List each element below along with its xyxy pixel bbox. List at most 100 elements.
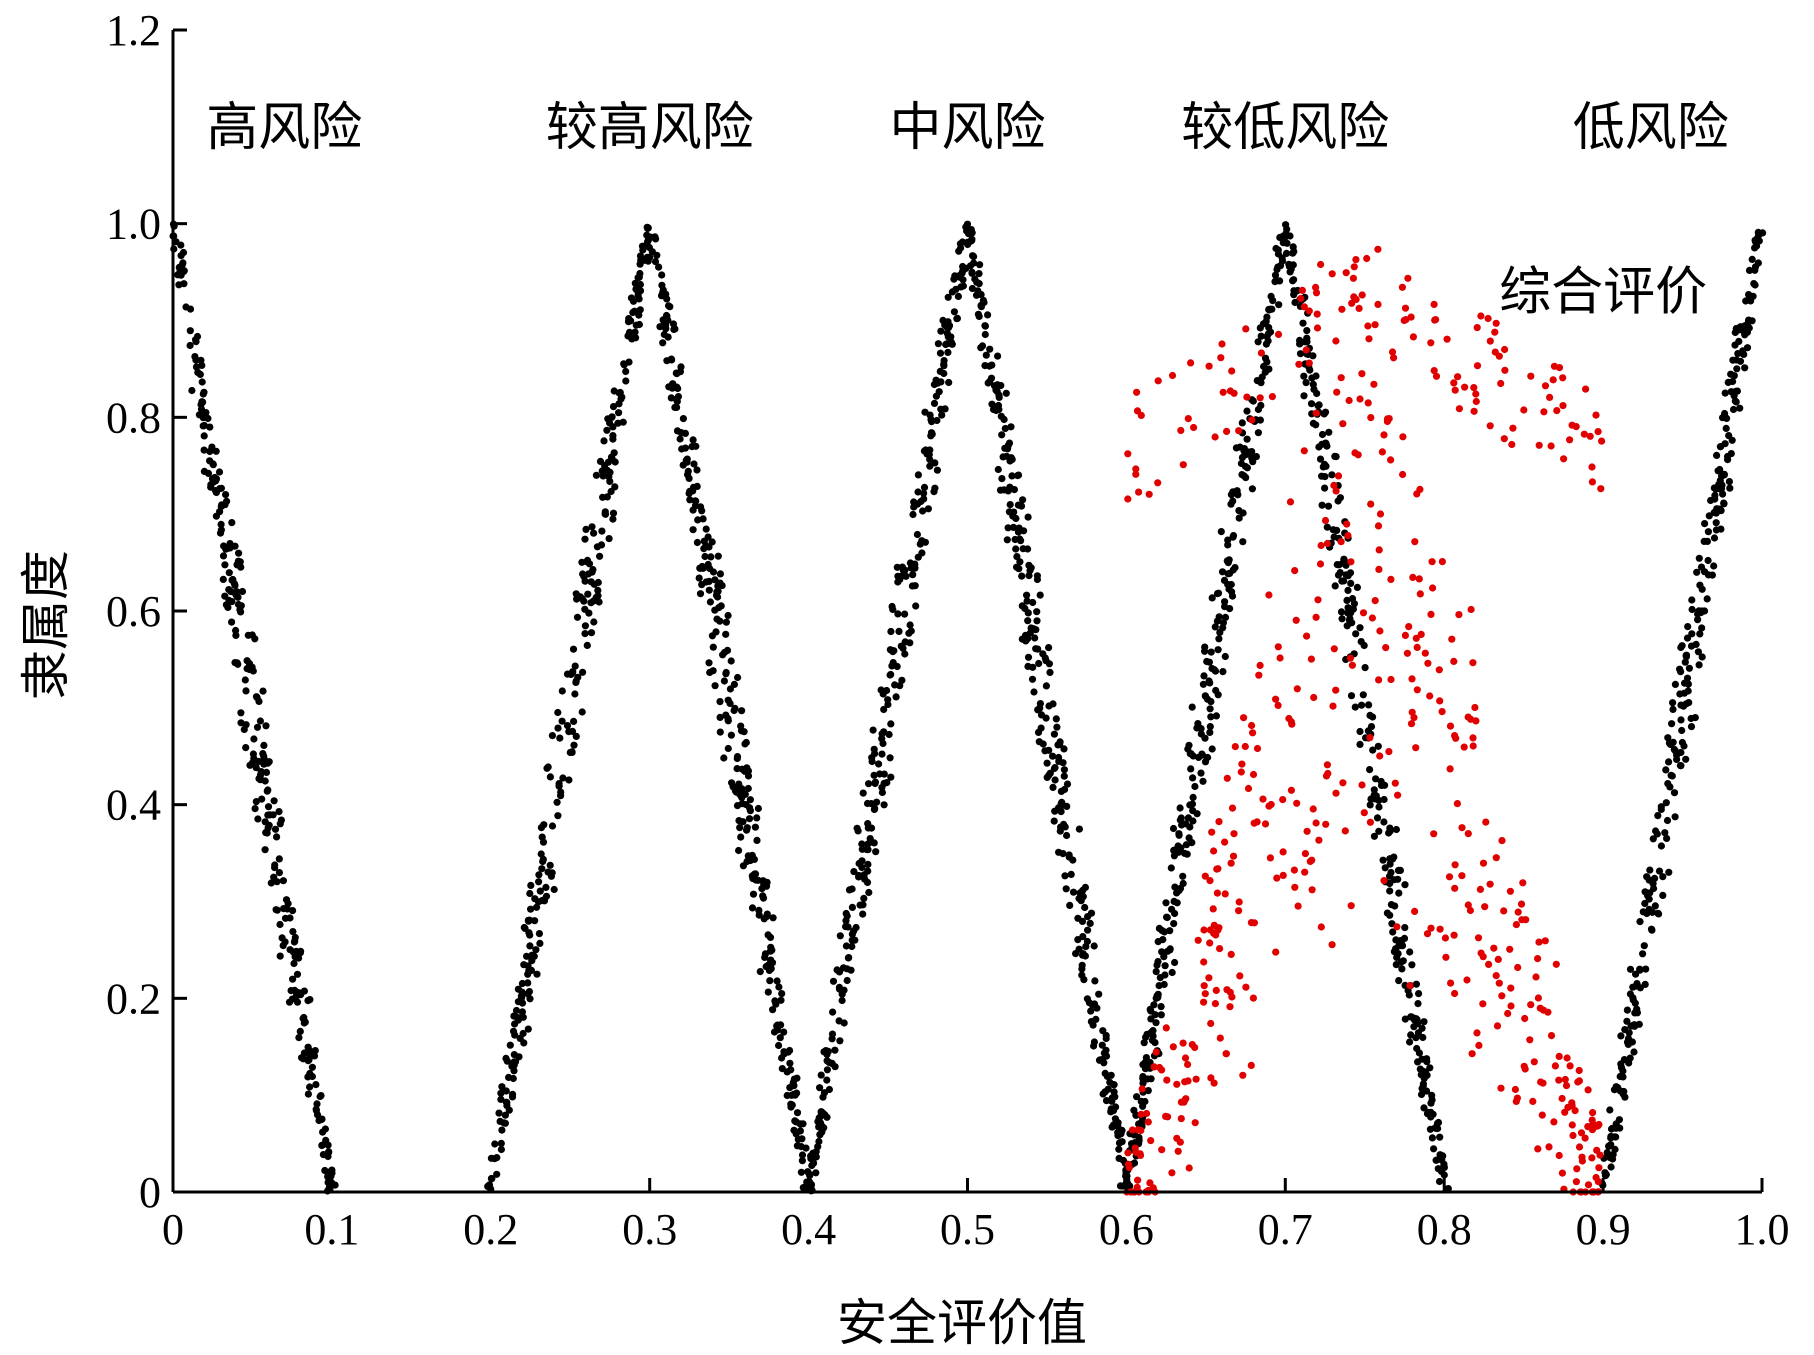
x-tick-label: 0.2 — [463, 1205, 518, 1254]
data-point — [554, 708, 562, 717]
data-point — [716, 570, 725, 578]
data-point — [1300, 447, 1308, 455]
data-point — [1479, 1000, 1487, 1008]
data-point — [1450, 379, 1458, 387]
data-point — [1481, 903, 1489, 911]
data-point — [1110, 1088, 1118, 1096]
data-point — [1676, 762, 1684, 770]
data-point — [1607, 1152, 1615, 1160]
data-point — [1731, 341, 1739, 349]
data-point — [1659, 891, 1667, 900]
data-point — [861, 875, 869, 883]
data-point — [194, 368, 202, 376]
data-point — [667, 394, 675, 402]
data-point — [1394, 791, 1402, 799]
data-point — [1197, 730, 1205, 738]
data-point — [246, 761, 254, 769]
data-point — [1010, 508, 1018, 516]
data-point — [565, 776, 573, 784]
data-point — [1343, 520, 1351, 528]
data-point — [1615, 1116, 1623, 1124]
data-point — [1382, 644, 1390, 652]
data-point — [610, 449, 618, 457]
data-point — [865, 780, 873, 788]
data-point — [1563, 1054, 1571, 1062]
data-point — [276, 952, 284, 960]
data-point — [1423, 930, 1432, 938]
data-point — [1370, 832, 1378, 840]
data-point — [295, 1034, 303, 1042]
data-point — [1334, 472, 1343, 480]
x-tick-label: 0.9 — [1576, 1205, 1631, 1254]
data-point — [885, 730, 893, 739]
data-point — [1256, 661, 1264, 670]
data-point — [1453, 800, 1461, 808]
data-point — [526, 889, 534, 898]
data-point — [1436, 697, 1444, 705]
data-point — [1358, 701, 1366, 709]
data-point — [913, 500, 922, 508]
data-point — [908, 582, 917, 590]
data-point — [1266, 854, 1274, 862]
data-point — [1486, 337, 1494, 345]
data-point — [1006, 501, 1014, 509]
data-point — [947, 338, 955, 346]
data-point — [1669, 738, 1677, 746]
data-point — [1626, 1054, 1634, 1062]
data-point — [1013, 553, 1021, 561]
data-point — [186, 341, 194, 350]
data-point — [842, 942, 851, 950]
data-point — [290, 959, 298, 968]
data-point — [237, 608, 245, 616]
data-point — [1380, 795, 1388, 804]
data-point — [1024, 662, 1032, 671]
data-point — [764, 988, 772, 996]
data-point — [1289, 249, 1297, 257]
data-point — [953, 314, 962, 322]
data-point — [1221, 890, 1229, 898]
data-point — [763, 878, 771, 887]
data-point — [301, 1018, 309, 1026]
data-point — [1103, 1072, 1111, 1080]
data-point — [835, 983, 844, 992]
data-point — [835, 1017, 843, 1025]
data-point — [761, 953, 769, 962]
data-point — [1235, 898, 1243, 906]
data-point — [1667, 771, 1675, 780]
data-point — [1147, 1007, 1155, 1015]
data-point — [590, 618, 598, 626]
data-point — [701, 552, 709, 561]
data-point — [491, 1155, 499, 1163]
data-point — [1090, 1038, 1098, 1046]
data-point — [848, 936, 856, 944]
data-point — [1464, 901, 1472, 909]
data-point — [1412, 744, 1420, 752]
data-point — [180, 280, 188, 288]
data-point — [1303, 327, 1311, 335]
data-point — [1376, 752, 1384, 760]
data-point — [280, 905, 288, 913]
data-point — [1406, 1038, 1414, 1046]
data-point — [1370, 380, 1378, 388]
data-point — [1408, 961, 1416, 969]
data-point — [576, 593, 585, 601]
data-point — [1415, 990, 1423, 998]
data-point — [1497, 379, 1505, 388]
data-point — [1087, 1007, 1095, 1015]
data-point — [1657, 805, 1665, 814]
data-point — [822, 1047, 830, 1055]
data-point — [1399, 433, 1407, 441]
data-point — [1237, 459, 1245, 468]
data-point — [902, 572, 910, 580]
data-point — [1356, 395, 1364, 403]
data-point — [1381, 864, 1389, 872]
data-point — [1740, 350, 1748, 358]
data-point — [1663, 816, 1672, 825]
data-point — [668, 384, 676, 392]
data-point — [1049, 700, 1057, 708]
data-point — [1356, 740, 1364, 749]
x-tick-label: 0.7 — [1258, 1205, 1313, 1254]
data-point — [714, 593, 722, 601]
data-point — [503, 1057, 511, 1065]
data-point — [548, 869, 556, 877]
